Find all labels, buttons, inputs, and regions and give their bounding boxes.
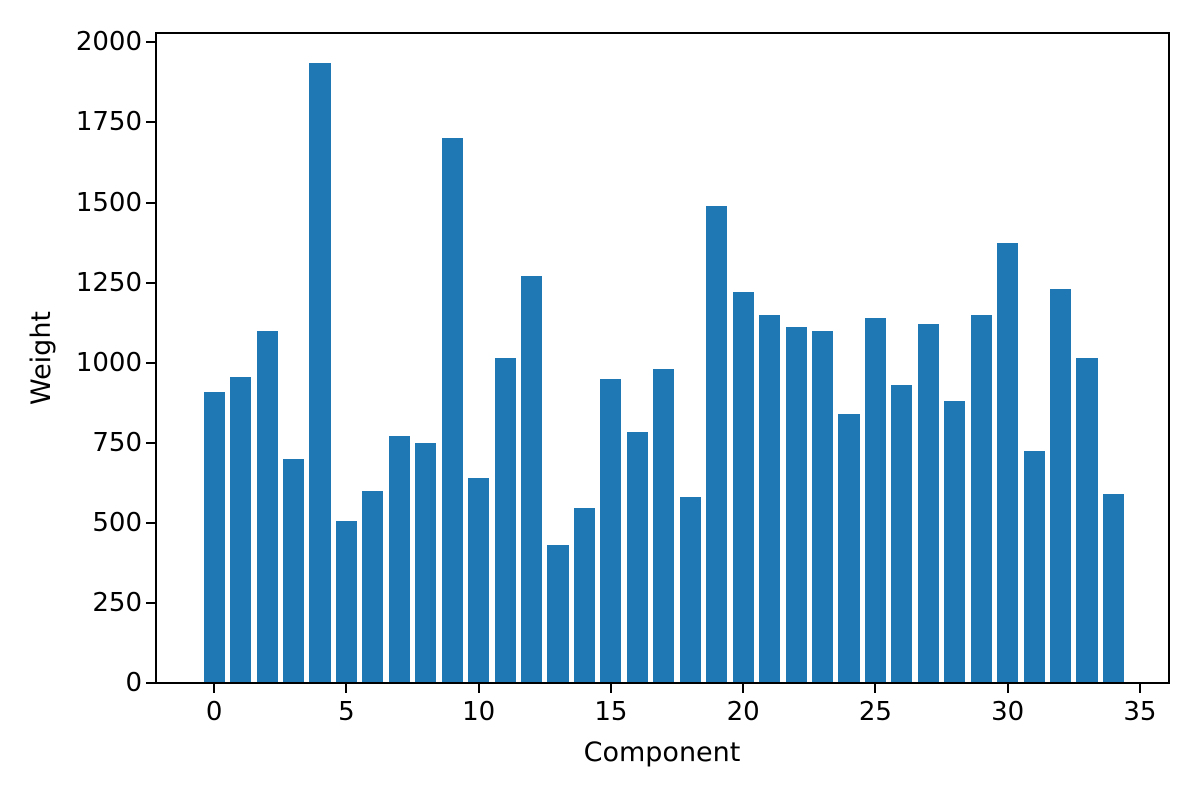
bar (626, 431, 648, 683)
x-tick-label: 20 (726, 697, 760, 727)
y-tick-mark (146, 521, 155, 524)
bar (706, 205, 728, 683)
bar (203, 391, 225, 683)
bar (1102, 494, 1125, 683)
y-tick-mark (146, 361, 155, 364)
bar (1050, 289, 1072, 683)
bar (1076, 357, 1098, 683)
bar (388, 436, 410, 683)
bar (468, 478, 490, 683)
bar (759, 314, 781, 683)
bar (944, 401, 966, 683)
bar (891, 385, 913, 683)
x-tick-mark (1138, 684, 1141, 693)
bar (970, 314, 992, 683)
x-tick-mark (1006, 684, 1009, 693)
bar (573, 508, 596, 683)
y-tick-mark (146, 41, 155, 44)
y-tick-label: 0 (125, 668, 142, 698)
x-tick-mark (345, 684, 348, 693)
y-tick-label: 250 (92, 587, 142, 618)
y-tick-label: 1250 (75, 267, 142, 298)
y-tick-label: 750 (92, 427, 142, 458)
x-tick-label: 30 (991, 697, 1025, 727)
y-axis-label: Weight (26, 310, 57, 406)
bar (362, 490, 384, 683)
x-tick-label: 25 (858, 697, 892, 727)
plot-area: 0 250 500 750 1000 1250 1500 1750 2000 0 5 10 15 20 25… (26, 28, 1170, 767)
x-tick-label: 5 (338, 697, 355, 727)
y-tick-mark (146, 281, 155, 284)
x-axis-label: Component (583, 737, 741, 768)
y-tick-mark (146, 121, 155, 124)
bar (838, 413, 860, 683)
bar (415, 442, 437, 683)
bar (256, 330, 278, 683)
y-tick-mark (146, 601, 155, 604)
x-tick-label: 15 (594, 697, 628, 727)
x-tick-label: 35 (1123, 697, 1157, 727)
bar (917, 324, 939, 683)
y-tick-mark (146, 682, 155, 684)
y-tick-mark (146, 201, 155, 204)
x-tick-label: 10 (462, 697, 496, 727)
x-tick-mark (477, 684, 480, 693)
x-tick-mark (213, 684, 216, 693)
x-tick-mark (609, 684, 612, 693)
y-tick-label: 2000 (75, 27, 142, 58)
y-tick-label: 500 (92, 507, 142, 538)
bar (335, 521, 358, 683)
bar (864, 317, 886, 683)
bar (1023, 450, 1045, 683)
bar (309, 63, 331, 683)
bar (230, 377, 252, 683)
x-tick-mark (742, 684, 745, 693)
y-tick-label: 1500 (75, 187, 142, 218)
y-tick-label: 1750 (75, 107, 142, 138)
bar (679, 497, 701, 683)
y-tick-mark (146, 441, 155, 444)
bar (732, 292, 754, 683)
bar (441, 138, 463, 683)
bar (547, 545, 569, 683)
x-tick-label: 0 (205, 697, 223, 727)
bar (811, 330, 834, 683)
y-tick-label: 1000 (75, 347, 142, 378)
bar (283, 458, 305, 683)
bar (600, 378, 622, 683)
bar (997, 242, 1019, 683)
bar (494, 357, 516, 683)
x-tick-mark (874, 684, 877, 693)
bar (653, 369, 675, 683)
bar (785, 327, 807, 683)
bar (521, 276, 543, 683)
